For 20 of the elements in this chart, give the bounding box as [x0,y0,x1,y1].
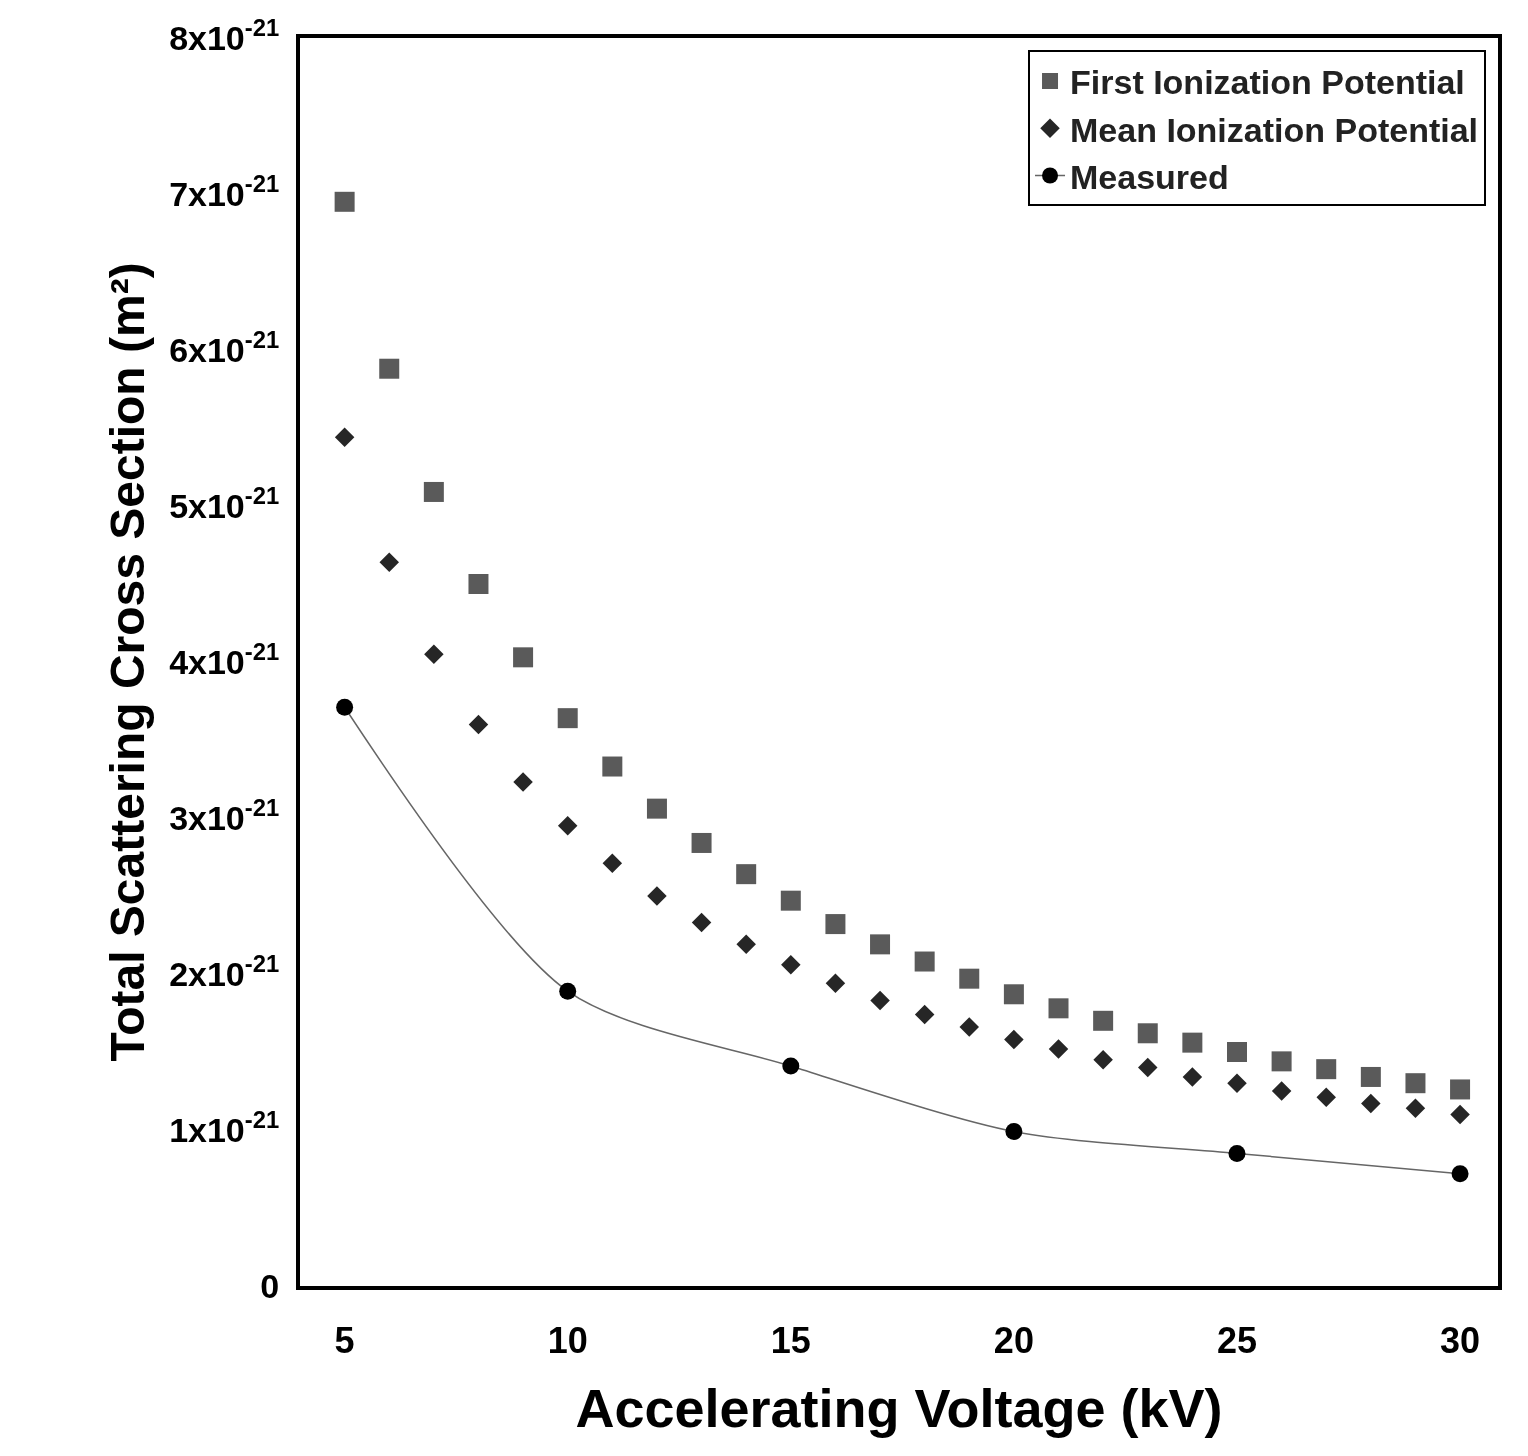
y-tick-label: 7x10$^{-21}$ [169,169,280,213]
x-axis-title: Accelerating Voltage (kV) [575,1378,1223,1438]
legend-label: Mean Ionization Potential [1070,110,1479,149]
x-tick-label: 25 [1216,1320,1257,1362]
x-tick-label: 30 [1440,1320,1481,1362]
y-tick-label: 5x10$^{-21}$ [169,481,280,525]
x-tick-label: 10 [547,1320,588,1362]
y-tick-label: 2x10$^{-21}$ [169,949,280,993]
y-axis-title: Total Scattering Cross Section (m²) [101,262,155,1062]
y-tick-label: 8x10$^{-21}$ [169,13,280,57]
x-tick-label: 5 [334,1320,355,1362]
x-tick-label: 15 [770,1320,811,1362]
legend-label: First Ionization Potential [1070,63,1465,102]
y-tick-label: 4x10$^{-21}$ [169,637,280,681]
legend-label: Measured [1070,157,1229,196]
y-tick-label: 1x10$^{-21}$ [169,1105,280,1149]
y-tick-label: 3x10$^{-21}$ [169,793,280,837]
y-tick-label: 6x10$^{-21}$ [169,325,280,369]
y-tick-label: 0 [260,1266,280,1305]
x-tick-label: 20 [993,1320,1034,1362]
